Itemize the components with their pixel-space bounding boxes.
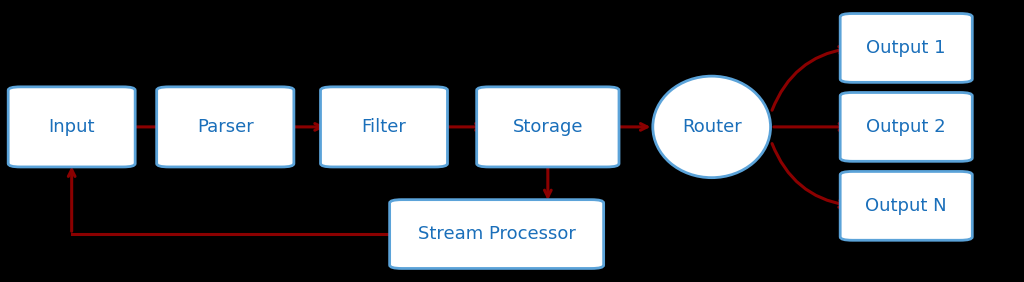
Text: Output N: Output N [865,197,947,215]
FancyBboxPatch shape [477,87,618,167]
FancyBboxPatch shape [321,87,447,167]
FancyBboxPatch shape [8,87,135,167]
FancyBboxPatch shape [840,14,973,82]
FancyBboxPatch shape [389,200,603,268]
Text: Stream Processor: Stream Processor [418,225,575,243]
Text: Output 1: Output 1 [866,39,946,57]
Text: Filter: Filter [361,118,407,136]
Text: Parser: Parser [197,118,254,136]
Ellipse shape [653,76,770,178]
Text: Router: Router [682,118,741,136]
FancyBboxPatch shape [840,171,973,240]
Text: Output 2: Output 2 [866,118,946,136]
FancyBboxPatch shape [840,92,973,161]
FancyBboxPatch shape [157,87,294,167]
Text: Input: Input [48,118,95,136]
Text: Storage: Storage [513,118,583,136]
